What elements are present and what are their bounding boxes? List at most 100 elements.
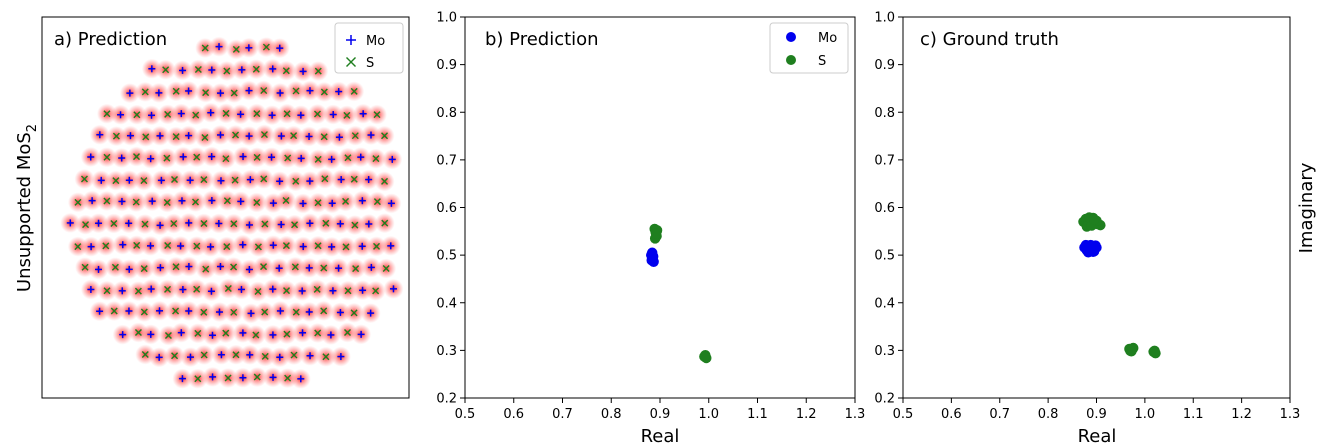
s-point <box>650 228 662 239</box>
mo-atom-marker <box>178 197 186 205</box>
s-atom-marker <box>134 287 142 295</box>
mo-atom-marker <box>328 243 336 251</box>
y-tick-label: 0.4 <box>874 296 895 311</box>
s-atom-marker <box>350 309 358 317</box>
y-tick-label: 0.4 <box>436 296 457 311</box>
s-point <box>1088 214 1100 225</box>
s-atom-marker <box>223 67 231 75</box>
s-atom-marker <box>164 241 172 249</box>
mo-atom-marker <box>299 199 307 207</box>
mo-atom-marker <box>207 243 215 251</box>
s-atom-marker <box>81 263 89 271</box>
s-atom-marker <box>344 329 352 337</box>
mo-atom-marker <box>337 176 345 184</box>
panel-b-xlabel: Real <box>641 426 680 446</box>
s-atom-marker <box>112 177 120 185</box>
x-tick-label: 0.6 <box>503 407 524 422</box>
mo-atom-marker <box>217 177 225 185</box>
mo-atom-marker <box>96 307 104 315</box>
mo-atom-marker <box>367 309 375 317</box>
mo-atom-marker <box>239 153 247 161</box>
mo-atom-marker <box>359 110 367 118</box>
s-atom-marker <box>253 110 261 118</box>
s-atom-marker <box>290 132 298 140</box>
s-atom-marker <box>110 219 118 227</box>
mo-atom-marker <box>96 131 104 139</box>
s-atom-marker <box>322 353 330 361</box>
mo-atom-marker <box>269 373 277 381</box>
x-tick-label: 1.0 <box>1135 407 1156 422</box>
s-atom-marker <box>344 154 352 162</box>
s-atom-marker <box>291 221 299 229</box>
x-tick-label: 1.2 <box>796 407 817 422</box>
s-atom-marker <box>202 265 210 273</box>
mo-atom-marker <box>335 264 343 272</box>
mo-atom-marker <box>336 308 344 316</box>
mo-atom-marker <box>157 176 165 184</box>
mo-atom-marker <box>357 330 365 338</box>
s-atom-marker <box>260 131 268 139</box>
mo-atom-marker <box>147 242 155 250</box>
mo-atom-marker <box>208 153 216 161</box>
s-atom-marker <box>193 153 201 161</box>
s-atom-marker <box>200 219 208 227</box>
mo-atom-marker <box>207 287 215 295</box>
mo-atom-marker <box>209 373 217 381</box>
s-atom-marker <box>284 154 292 162</box>
mo-atom-marker <box>306 352 314 360</box>
mo-atom-marker <box>276 89 284 97</box>
panel-a-title: a) Prediction <box>54 29 167 50</box>
s-atom-marker <box>314 242 322 250</box>
s-atom-marker <box>230 220 238 228</box>
s-atom-marker <box>224 374 232 382</box>
s-atom-marker <box>141 88 149 96</box>
panel-c-ylabel: Imaginary <box>1296 162 1317 253</box>
s-atom-marker <box>314 67 322 75</box>
mo-atom-marker <box>95 219 103 227</box>
mo-atom-marker <box>97 176 105 184</box>
s-atom-marker <box>194 329 202 337</box>
s-atom-marker <box>192 198 199 206</box>
mo-atom-marker <box>299 243 307 251</box>
s-atom-marker <box>314 155 322 163</box>
x-tick-label: 1.2 <box>1231 407 1252 422</box>
mo-atom-marker <box>269 199 277 207</box>
panel-b-ticks: 0.5 0.6 0.7 0.8 0.9 1.0 1.1 1.2 1.3 0.2 0.3 0.4 0.5 0… <box>436 11 865 423</box>
y-tick-label: 0.9 <box>874 58 895 73</box>
s-atom-marker <box>163 154 171 162</box>
mo-atom-marker <box>245 87 253 95</box>
mo-atom-marker <box>179 66 187 74</box>
s-atom-marker <box>372 155 380 163</box>
x-tick-label: 1.0 <box>698 407 719 422</box>
mo-atom-marker <box>147 155 155 163</box>
mo-atom-marker <box>179 153 187 161</box>
s-atom-marker <box>141 351 149 359</box>
s-atom-marker <box>74 198 82 206</box>
mo-atom-marker <box>336 220 344 228</box>
s-atom-marker <box>80 175 88 183</box>
legend-b-mo-marker <box>786 32 796 42</box>
mo-atom-marker <box>185 263 193 271</box>
s-atom-marker <box>222 155 230 163</box>
s-atom-marker <box>313 285 321 293</box>
mo-atom-marker <box>275 264 283 272</box>
mo-atom-marker <box>387 199 395 207</box>
mo-atom-marker <box>155 353 163 361</box>
s-atom-marker <box>232 131 240 139</box>
s-atom-marker <box>253 373 261 381</box>
s-atom-marker <box>230 263 238 271</box>
mo-atom-marker <box>156 307 164 315</box>
mo-atom-marker <box>208 197 216 205</box>
s-atom-marker <box>261 220 269 228</box>
mo-atom-marker <box>185 87 193 95</box>
mo-atom-marker <box>297 154 305 162</box>
s-atom-marker <box>200 176 208 184</box>
s-atom-marker <box>253 153 261 161</box>
panel-a: a) Prediction Unsupported MoS2 Mo S <box>14 16 410 399</box>
mo-atom-marker <box>245 132 253 140</box>
mo-atom-marker <box>337 353 345 361</box>
s-atom-marker <box>171 176 178 184</box>
mo-atom-marker <box>177 242 185 250</box>
x-tick-label: 0.8 <box>601 407 622 422</box>
s-atom-marker <box>192 111 200 119</box>
